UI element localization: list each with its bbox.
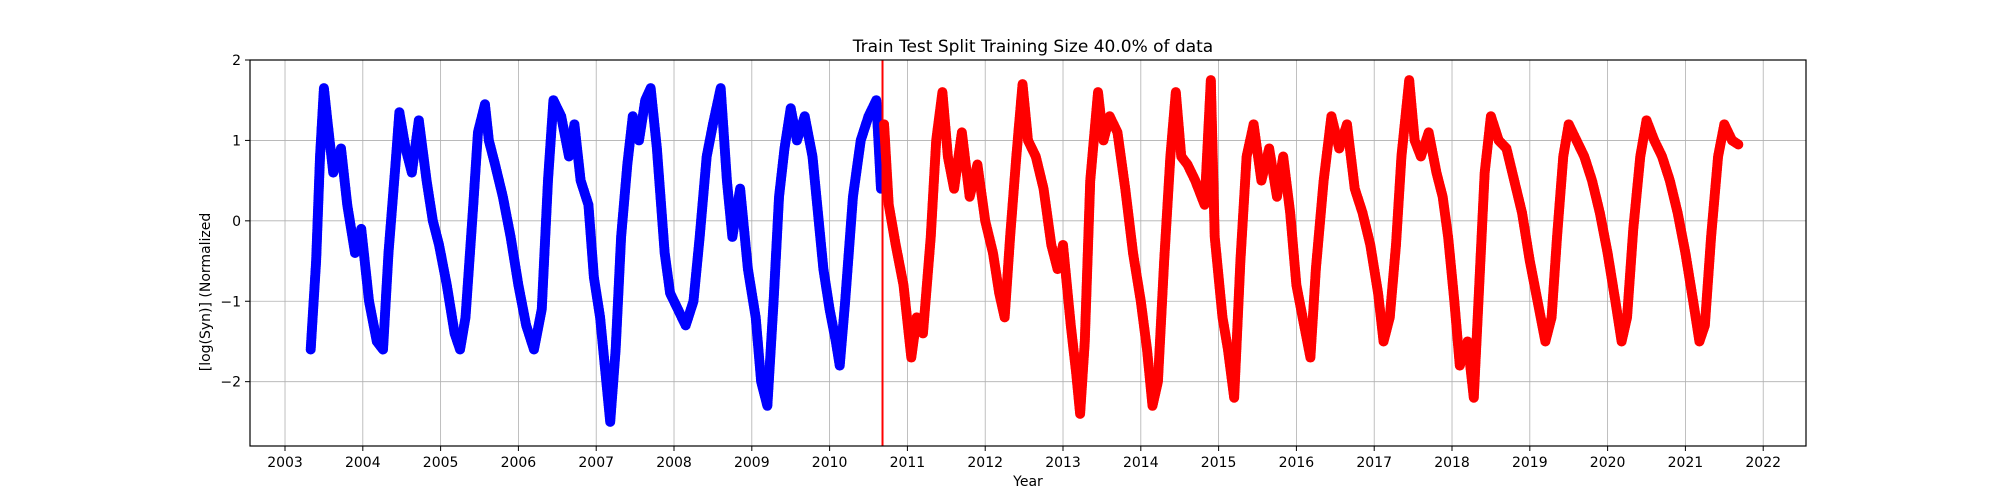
points-layer <box>305 75 1744 427</box>
x-tick-label: 2006 <box>501 455 537 471</box>
x-tick-label: 2015 <box>1201 455 1237 471</box>
x-axis-title: Year <box>1012 474 1043 490</box>
y-tick-label: 1 <box>232 133 241 149</box>
x-tick-label: 2014 <box>1123 455 1159 471</box>
x-tick-label: 2018 <box>1434 455 1470 471</box>
x-tick-label: 2013 <box>1045 455 1081 471</box>
x-tick-label: 2016 <box>1279 455 1315 471</box>
x-tick-label: 2010 <box>812 455 848 471</box>
x-tick-label: 2011 <box>890 455 926 471</box>
x-tick-label: 2017 <box>1356 455 1392 471</box>
series-0-group <box>305 83 886 427</box>
y-tick-label: 0 <box>232 214 241 230</box>
y-tick-label: −1 <box>220 294 241 310</box>
chart-title: Train Test Split Training Size 40.0% of … <box>852 37 1213 57</box>
x-tick-label: 2004 <box>345 455 381 471</box>
x-tick-label: 2009 <box>734 455 770 471</box>
x-tick-label: 2020 <box>1590 455 1626 471</box>
x-tick-label: 2003 <box>267 455 303 471</box>
y-tick-label: 2 <box>232 53 241 69</box>
x-tick-label: 2021 <box>1668 455 1704 471</box>
x-tick-label: 2007 <box>578 455 614 471</box>
x-tick-label: 2012 <box>967 455 1003 471</box>
y-axis-title: [log(Syn)] (Normalized <box>198 213 214 372</box>
series-1-group <box>879 75 1744 419</box>
x-tick-label: 2008 <box>656 455 692 471</box>
y-tick-label: −2 <box>220 375 241 391</box>
x-tick-label: 2019 <box>1512 455 1548 471</box>
tick-layer: 2003 2004 2005 2006 2007 2008 2009 2010 2011 2012… <box>220 53 1781 471</box>
x-tick-label: 2022 <box>1745 455 1781 471</box>
x-tick-label: 2005 <box>423 455 459 471</box>
